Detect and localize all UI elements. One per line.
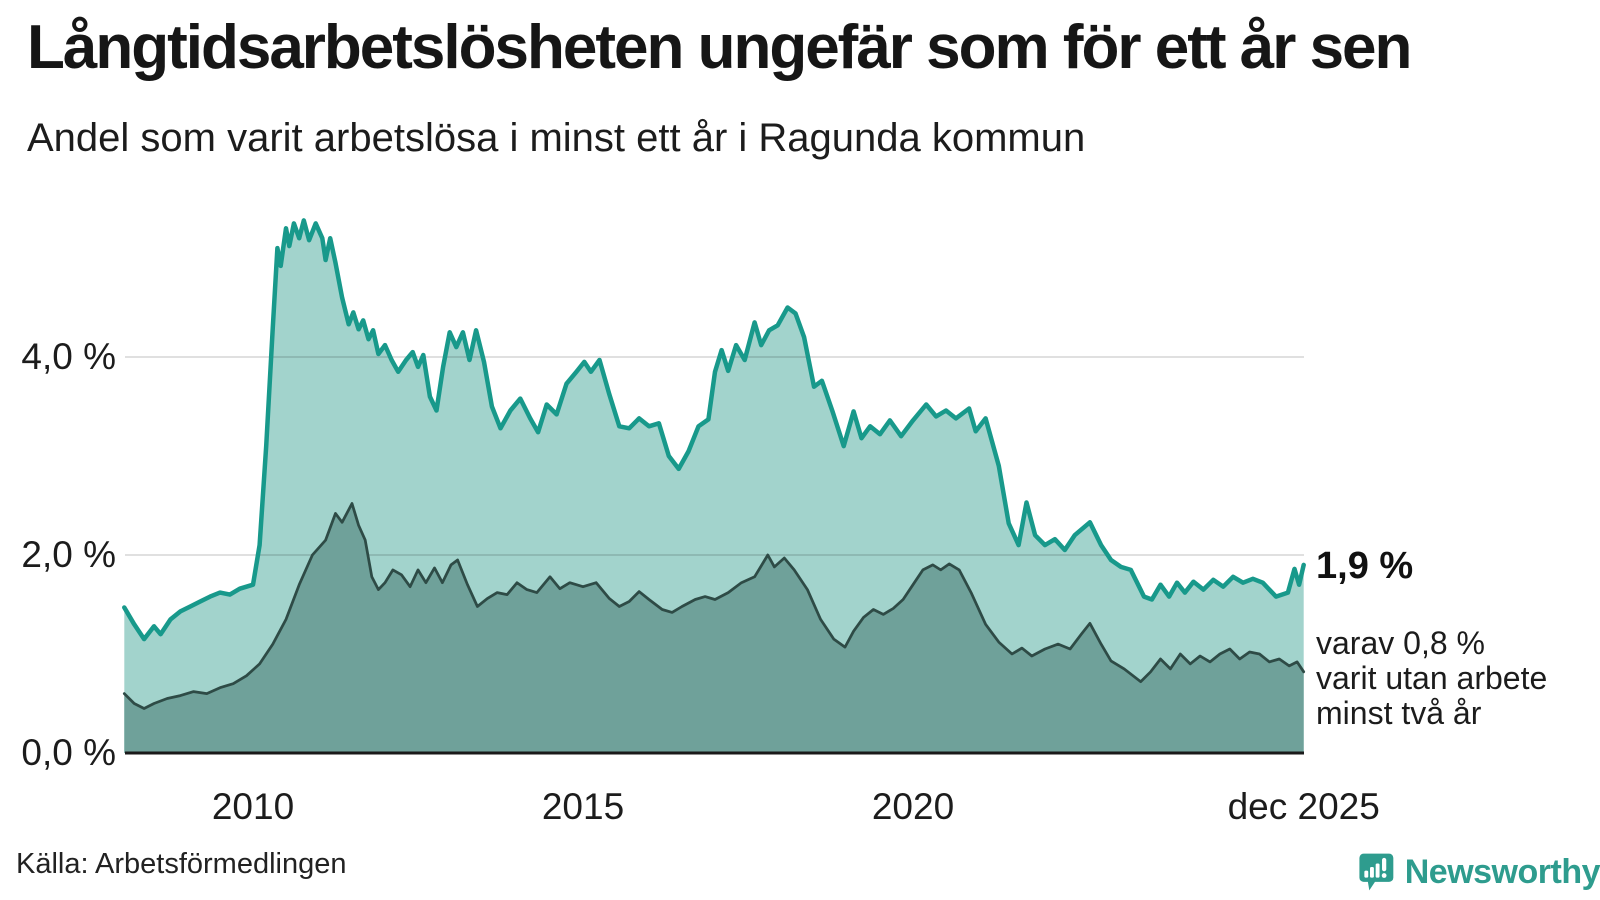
area-fill-minst-tva-ar	[124, 503, 1304, 753]
bar-2	[1370, 867, 1374, 878]
y-tick-label-0: 0,0 %	[21, 732, 116, 773]
y-tick-label-2: 2,0 %	[21, 534, 116, 575]
source-note: Källa: Arbetsförmedlingen	[16, 848, 347, 880]
secondary-annotation-line-1: varav 0,8 %	[1316, 625, 1485, 661]
latest-value-label: 1,9 %	[1316, 545, 1414, 587]
page-subtitle: Andel som varit arbetslösa i minst ett å…	[27, 116, 1086, 160]
brand-name: Newsworthy	[1404, 852, 1600, 891]
exclamation-stroke	[1382, 857, 1387, 872]
series-line-minst-tva-ar	[122, 502, 1306, 710]
line-minst-ett-ar	[122, 218, 1306, 642]
page-title: Långtidsarbetslösheten ungefär som för e…	[27, 13, 1412, 82]
x-tick-label-2015: 2015	[541, 786, 625, 827]
y-tick-label-4: 4,0 %	[21, 336, 116, 377]
secondary-annotation: varav 0,8 % varit utan arbete minst två …	[1316, 626, 1547, 731]
secondary-annotation-line-2: varit utan arbete	[1316, 660, 1548, 696]
newsworthy-icon	[1359, 853, 1394, 891]
secondary-annotation-line-3: minst två år	[1316, 695, 1482, 731]
x-tick-label-dec-2025: dec 2025	[1227, 786, 1380, 827]
brand-logo: Newsworthy	[1358, 844, 1600, 900]
series-line-minst-ett-ar	[122, 218, 1306, 642]
exclamation-dot	[1381, 873, 1387, 878]
line-minst-tva-ar	[122, 502, 1306, 710]
bar-3	[1375, 863, 1380, 878]
bar-1	[1364, 870, 1369, 878]
series-area-minst-tva-ar	[124, 503, 1304, 753]
x-tick-label-2010: 2010	[211, 786, 295, 827]
x-tick-label-2020: 2020	[871, 786, 955, 827]
